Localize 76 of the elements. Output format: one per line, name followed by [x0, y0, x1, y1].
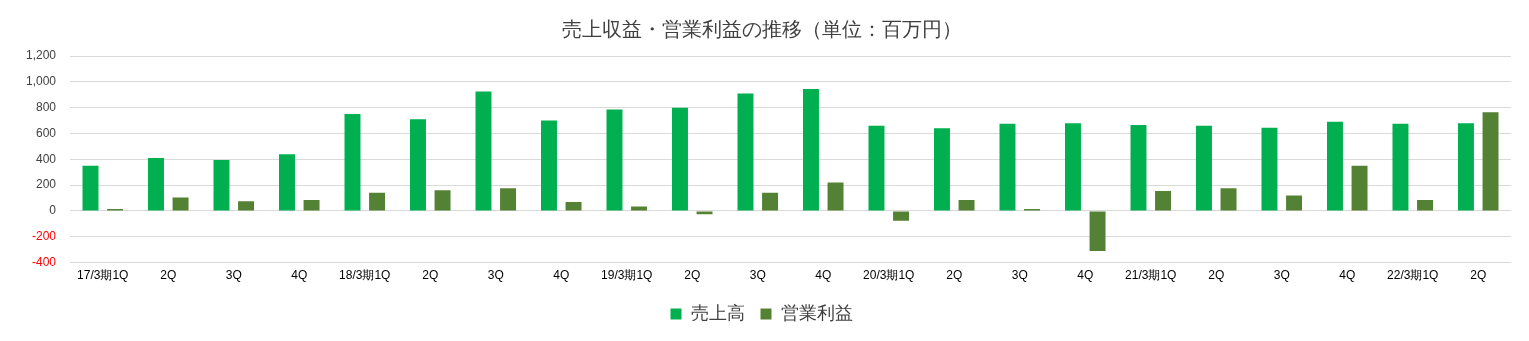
y-tick-label: -200 [32, 229, 57, 244]
x-tick-label: 4Q [553, 268, 570, 283]
bar [475, 91, 492, 211]
y-tick-label: 800 [36, 99, 57, 114]
bar [1220, 188, 1237, 211]
bar [1286, 195, 1303, 211]
x-tick-label: 4Q [815, 268, 832, 283]
x-tick-label: 18/3期1Q [339, 268, 391, 283]
x-tick-label: 2Q [160, 268, 177, 283]
bar [303, 199, 320, 211]
bar [148, 158, 164, 211]
bar [696, 211, 713, 215]
bar [868, 125, 885, 211]
bar [1417, 199, 1434, 211]
bar [500, 188, 517, 211]
bar [434, 190, 451, 211]
x-tick-label: 4Q [1077, 268, 1094, 283]
x-tick-label: 20/3期1Q [863, 268, 915, 283]
bar [1089, 211, 1106, 251]
y-tick-label: 600 [36, 125, 57, 140]
legend-label: 営業利益 [780, 302, 853, 323]
bar [213, 159, 230, 211]
x-tick-label: 3Q [1011, 268, 1028, 283]
bar [238, 201, 255, 211]
bar [893, 211, 910, 221]
x-tick-label: 17/3期1Q [77, 268, 129, 283]
bar [369, 192, 386, 211]
y-tick-label: 200 [36, 177, 57, 192]
x-tick-label: 3Q [1273, 268, 1290, 283]
x-tick-label: 4Q [291, 268, 308, 283]
bar [934, 128, 950, 211]
bar [1457, 123, 1474, 211]
bar [803, 88, 819, 211]
bar [1351, 165, 1368, 211]
x-tick-label: 19/3期1Q [601, 268, 653, 283]
bar [827, 182, 844, 211]
bar [1482, 112, 1499, 211]
bar [762, 192, 779, 211]
y-tick-label: 0 [49, 203, 57, 218]
bar [672, 107, 688, 211]
x-tick-label: 2Q [946, 268, 963, 283]
x-tick-label: 2Q [1208, 268, 1225, 283]
bar [606, 109, 623, 211]
bar [82, 165, 99, 211]
x-tick-label: 3Q [487, 268, 504, 283]
bar [999, 123, 1016, 211]
bar [631, 206, 648, 211]
bar [737, 93, 754, 211]
bar [958, 199, 975, 211]
bar [1392, 123, 1409, 211]
legend-label: 売上高 [690, 302, 745, 323]
x-tick-label: 22/3期1Q [1387, 268, 1439, 283]
x-tick-label: 4Q [1339, 268, 1356, 283]
y-tick-label: 1,200 [26, 48, 57, 63]
bar [1130, 125, 1147, 211]
bar [565, 201, 582, 211]
y-tick-label: -400 [32, 254, 57, 269]
bar [172, 197, 189, 211]
bar [541, 120, 557, 211]
bar [1261, 127, 1278, 211]
bar [279, 154, 295, 211]
x-tick-label: 3Q [225, 268, 242, 283]
bar [1064, 123, 1081, 211]
x-tick-label: 2Q [684, 268, 701, 283]
chart-title: 売上収益・営業利益の推移（単位：百万円） [561, 17, 962, 40]
bar [1326, 121, 1343, 211]
y-tick-label: 1,000 [26, 74, 57, 89]
bar [1195, 125, 1212, 211]
x-tick-label: 21/3期1Q [1125, 268, 1177, 283]
x-tick-label: 3Q [749, 268, 766, 283]
y-tick-label: 400 [36, 151, 57, 166]
x-tick-label: 2Q [422, 268, 439, 283]
bar [344, 114, 361, 211]
bar [410, 119, 426, 211]
x-tick-label: 2Q [1470, 268, 1487, 283]
bar [1155, 190, 1172, 211]
